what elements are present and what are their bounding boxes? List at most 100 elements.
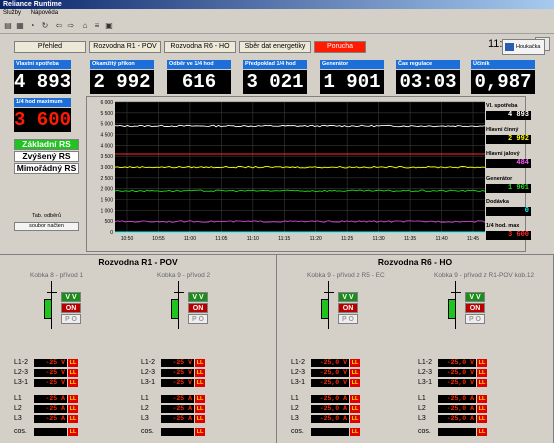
alarm-icon[interactable]: ▣ bbox=[105, 21, 113, 30]
meter-value bbox=[311, 428, 349, 436]
tab-rozvodna-r1[interactable]: Rozvodna R1 - POV bbox=[89, 41, 161, 53]
tab-rozvodna-r6[interactable]: Rozvodna R6 - HO bbox=[164, 41, 236, 53]
meter-label: L3 bbox=[14, 415, 22, 422]
back-arrow-icon[interactable]: ⇦ bbox=[55, 21, 63, 30]
meter-value: -25,0 A bbox=[438, 395, 476, 403]
quality-flag: LL bbox=[68, 369, 78, 377]
quality-flag: LL bbox=[477, 428, 487, 436]
state-indicator: V V bbox=[61, 292, 81, 302]
tab-prehled[interactable]: Přehled bbox=[14, 41, 86, 53]
breaker-icon[interactable] bbox=[44, 299, 52, 319]
print-icon[interactable]: ▤ bbox=[4, 21, 12, 30]
side-value: 1/4 hod. max 3 600 bbox=[486, 223, 531, 240]
side-value: Dodávka 0 bbox=[486, 199, 531, 216]
tile-label: Účiník bbox=[471, 60, 535, 69]
rs-zvyseny-button[interactable]: Zvýšený RS bbox=[14, 151, 79, 162]
meter-value: -25,0 V bbox=[311, 359, 349, 367]
meter-row: L3 -25,0 A LL bbox=[418, 415, 518, 423]
meter-label: L2 bbox=[291, 405, 299, 412]
meter-label: L3 bbox=[141, 415, 149, 422]
meter-row: L2-3 -25 V LL bbox=[14, 369, 114, 377]
state-indicator: V V bbox=[188, 292, 208, 302]
list-icon[interactable]: ≡ bbox=[94, 21, 100, 30]
quality-flag: LL bbox=[350, 395, 360, 403]
home-icon[interactable]: ⌂ bbox=[82, 21, 88, 30]
side-value-number: 484 bbox=[486, 159, 531, 168]
x-tick-label: 11:35 bbox=[404, 236, 416, 242]
tab-odberu-label: Tab. odběrů bbox=[31, 213, 62, 219]
x-tick-label: 11:05 bbox=[215, 236, 227, 242]
houkacka-button[interactable]: Houkačka bbox=[502, 39, 545, 55]
menu-bar: Služby Nápověda bbox=[0, 9, 554, 18]
toolbar: ▤ ▦ ◔ ↻ ⇦ ⇨ ⌂ ≡ ▣ 11:48:02 ? bbox=[0, 18, 554, 51]
tile-label: Generátor bbox=[320, 60, 384, 69]
meter-label: L1-2 bbox=[418, 359, 433, 366]
side-value-label: Hlavní jalový bbox=[486, 151, 520, 157]
breaker-icon[interactable] bbox=[448, 299, 456, 319]
quality-flag: LL bbox=[350, 359, 360, 367]
meter-value: -25 A bbox=[161, 405, 194, 413]
meter-label: L2 bbox=[14, 405, 22, 412]
meter-label: L3-1 bbox=[291, 379, 306, 386]
quality-flag: LL bbox=[350, 379, 360, 387]
meter-row: L2 -25 A LL bbox=[141, 405, 241, 413]
meter-value: -25,0 A bbox=[311, 415, 349, 423]
quality-flag: LL bbox=[195, 369, 205, 377]
quality-flag: LL bbox=[68, 428, 78, 436]
meter-value: -25 V bbox=[34, 369, 67, 377]
state-indicator: ON bbox=[338, 303, 358, 313]
meter-label: L3-1 bbox=[141, 379, 156, 386]
breaker-icon[interactable] bbox=[321, 299, 329, 319]
tile-label: Čas regulace bbox=[396, 60, 460, 69]
tab-porucha[interactable]: Porucha bbox=[314, 41, 366, 53]
busbar-line bbox=[324, 292, 334, 293]
open-icon[interactable]: ▦ bbox=[16, 21, 24, 30]
section-divider bbox=[0, 254, 554, 255]
meter-row: cos. LL bbox=[291, 428, 391, 436]
trend-chart-svg: 6 000 5 500 5 000 4 500 4 000 3 500 3 000 2 500… bbox=[100, 100, 486, 242]
side-value-number: 4 893 bbox=[486, 111, 531, 120]
menu-item-sluzby[interactable]: Služby bbox=[3, 10, 22, 16]
tile-odber: Odběr ve 1/4 hod 616 bbox=[167, 60, 231, 94]
meter-row: L1-2 -25,0 V LL bbox=[291, 359, 391, 367]
x-tick-label: 11:45 bbox=[467, 236, 479, 242]
meter-value: -25,0 V bbox=[438, 369, 476, 377]
meter-row: cos. LL bbox=[14, 428, 114, 436]
quality-flag: LL bbox=[477, 359, 487, 367]
busbar-line bbox=[47, 292, 57, 293]
rs-zakladni-button[interactable]: Základní RS bbox=[14, 139, 79, 150]
meter-label: L1 bbox=[418, 395, 426, 402]
meter-row: L1 -25 A LL bbox=[141, 395, 241, 403]
quarter-max-value: 3 600 bbox=[14, 108, 72, 132]
feeder: Kobka 9 - přívod z R5 - EC V V ON P O L1-2 -2… bbox=[291, 272, 416, 442]
forward-arrow-icon[interactable]: ⇨ bbox=[67, 21, 75, 30]
tab-sber-dat[interactable]: Sběr dat energetiky bbox=[239, 41, 311, 53]
meter-value bbox=[34, 428, 67, 436]
meter-label: L1 bbox=[291, 395, 299, 402]
meter-value: -25,0 A bbox=[311, 405, 349, 413]
breaker-icon[interactable] bbox=[171, 299, 179, 319]
rs-mimoradny-button[interactable]: Mimořádný RS bbox=[14, 163, 79, 174]
quality-flag: LL bbox=[477, 395, 487, 403]
tab-odberu-value: soubor načten bbox=[14, 222, 79, 231]
side-value-number: 2 992 bbox=[486, 135, 531, 144]
x-tick-label: 11:30 bbox=[373, 236, 385, 242]
window-title: Reliance Runtime bbox=[0, 0, 554, 9]
meter-label: L1-2 bbox=[141, 359, 156, 366]
meter-value: -25 A bbox=[34, 395, 67, 403]
zoom-icon[interactable]: ◔ bbox=[29, 21, 35, 30]
side-value: Generátor 1 901 bbox=[486, 176, 531, 193]
state-indicator: P O bbox=[338, 314, 358, 324]
meter-label: cos. bbox=[141, 428, 154, 435]
quality-flag: LL bbox=[68, 359, 78, 367]
menu-item-napoveda[interactable]: Nápověda bbox=[30, 10, 59, 16]
state-indicator: V V bbox=[338, 292, 358, 302]
tile-okamzity-prikon: Okamžitý příkon 2 992 bbox=[90, 60, 154, 94]
meter-value: -25,0 A bbox=[438, 415, 476, 423]
refresh-icon[interactable]: ↻ bbox=[41, 21, 49, 30]
quality-flag: LL bbox=[195, 359, 205, 367]
quality-flag: LL bbox=[477, 379, 487, 387]
meter-label: L2-3 bbox=[141, 369, 156, 376]
quality-flag: LL bbox=[350, 369, 360, 377]
